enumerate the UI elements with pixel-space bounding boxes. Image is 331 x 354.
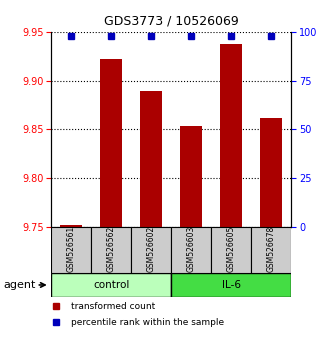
Bar: [220, 44, 242, 227]
Bar: [131, 227, 171, 273]
Bar: [260, 118, 282, 227]
Text: GSM526561: GSM526561: [67, 225, 76, 272]
Bar: [251, 227, 291, 273]
Text: GSM526562: GSM526562: [107, 225, 116, 272]
Text: GSM526678: GSM526678: [267, 225, 276, 272]
Bar: [91, 227, 131, 273]
Text: GDS3773 / 10526069: GDS3773 / 10526069: [104, 14, 239, 27]
Text: agent: agent: [3, 280, 36, 290]
Text: control: control: [93, 280, 129, 290]
Bar: [51, 227, 91, 273]
Bar: [171, 273, 291, 297]
Bar: [211, 227, 251, 273]
Bar: [60, 224, 82, 227]
Bar: [51, 273, 171, 297]
Text: percentile rank within the sample: percentile rank within the sample: [71, 318, 224, 327]
Bar: [140, 91, 162, 227]
Text: GSM526603: GSM526603: [187, 225, 196, 272]
Bar: [100, 59, 122, 227]
Text: GSM526602: GSM526602: [147, 225, 156, 272]
Text: IL-6: IL-6: [222, 280, 241, 290]
Bar: [171, 227, 211, 273]
Text: GSM526605: GSM526605: [227, 225, 236, 272]
Text: transformed count: transformed count: [71, 302, 155, 311]
Bar: [180, 126, 202, 227]
